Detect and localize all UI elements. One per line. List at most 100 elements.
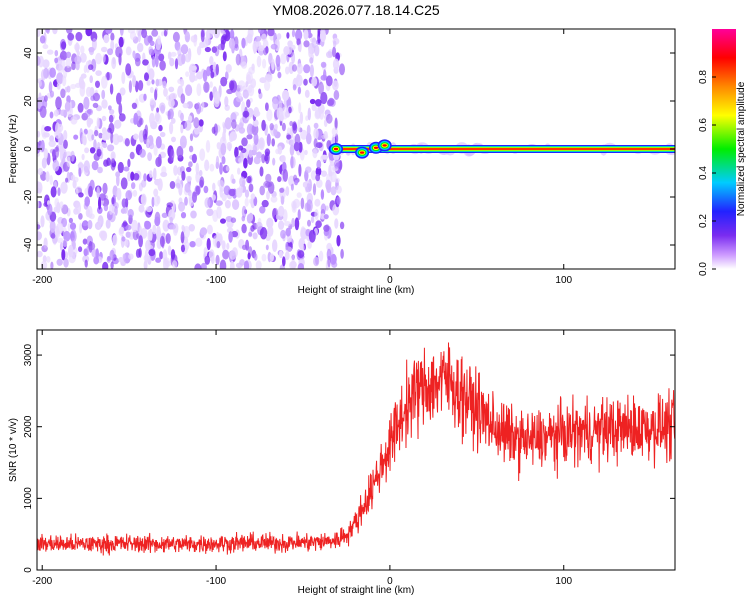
heatmap-cell — [259, 77, 267, 84]
heatmap-cell — [291, 44, 296, 51]
heatmap-cell — [82, 238, 88, 245]
heatmap-cell — [40, 215, 45, 228]
heatmap-cell — [140, 193, 147, 206]
heatmap-cell — [37, 130, 41, 138]
heatmap-cell — [121, 236, 126, 242]
heatmap-cell — [110, 40, 115, 51]
heatmap-cell — [75, 42, 80, 53]
heatmap-cell — [147, 63, 151, 75]
heatmap-cell — [98, 132, 103, 139]
heatmap-cell — [231, 178, 236, 184]
heatmap-cell — [297, 119, 301, 132]
heatmap-cell — [56, 82, 61, 90]
heatmap-cell — [313, 256, 320, 267]
heatmap-cell — [246, 99, 251, 108]
heatmap-cell — [224, 199, 231, 209]
heatmap-cell — [50, 186, 57, 198]
heatmap-cell — [135, 57, 141, 67]
heatmap-cell — [229, 29, 235, 40]
heatmap-cell — [191, 153, 197, 164]
heatmap-cell — [184, 196, 188, 206]
heatmap-cell — [169, 216, 173, 224]
heatmap-cell — [220, 142, 227, 156]
heatmap-cell — [102, 261, 109, 269]
heatmap-cell — [101, 75, 108, 89]
heatmap-cell — [89, 47, 94, 56]
heatmap-cell — [169, 181, 176, 189]
heatmap-cell — [109, 249, 115, 261]
heatmap-cell — [149, 40, 155, 46]
heatmap-cell — [158, 124, 163, 132]
heatmap-cell — [168, 209, 176, 221]
heatmap-cell — [232, 199, 240, 211]
heatmap-cell — [313, 127, 319, 140]
heatmap-cell — [315, 107, 322, 119]
heatmap-cell — [183, 225, 190, 239]
heatmap-cell — [274, 123, 278, 130]
heatmap-cell — [252, 119, 259, 127]
heatmap-cell — [38, 92, 42, 101]
heatmap-cell — [180, 44, 189, 55]
heatmap-cell — [71, 240, 76, 250]
heatmap-cell — [154, 113, 162, 125]
heatmap-cell — [148, 249, 156, 257]
heatmap-cell — [206, 208, 214, 217]
heatmap-cell — [133, 173, 140, 181]
heatmap-cell — [149, 98, 155, 106]
heatmap-cell — [241, 37, 246, 49]
heatmap-cell — [267, 225, 274, 237]
heatmap-cell — [246, 33, 253, 44]
heatmap-cell — [176, 145, 184, 159]
heatmap-cell — [37, 141, 41, 154]
svg-text:-40: -40 — [23, 237, 34, 252]
heatmap-cell — [277, 176, 282, 183]
heatmap-cell — [159, 251, 164, 260]
heatmap-cell — [321, 134, 329, 140]
heatmap-cell — [269, 253, 274, 262]
heatmap-cell — [171, 117, 176, 124]
heatmap-cell — [53, 109, 59, 117]
heatmap-cell — [242, 110, 250, 118]
heatmap-cell — [110, 131, 114, 144]
heatmap-cell — [264, 155, 269, 162]
heatmap-cell — [128, 80, 132, 93]
svg-text:-20: -20 — [23, 189, 34, 204]
heatmap-cell — [196, 71, 204, 80]
heatmap-cell — [153, 194, 160, 207]
heatmap-cell — [54, 50, 59, 57]
heatmap-cell — [118, 102, 123, 116]
heatmap-cell — [49, 111, 54, 119]
heatmap-cell — [151, 29, 159, 37]
heatmap-cell — [46, 256, 51, 263]
heatmap-cell — [115, 46, 123, 58]
heatmap-cell — [246, 176, 252, 184]
svg-text:2000: 2000 — [23, 415, 34, 438]
heatmap-cell — [272, 157, 276, 166]
heatmap-cell — [247, 84, 255, 97]
heatmap-cell — [88, 185, 93, 198]
heatmap-cell — [84, 196, 90, 207]
heatmap-cell — [171, 136, 176, 143]
x-tick: -100 — [206, 330, 227, 587]
heatmap-x-axis-label: Height of straight line (km) — [298, 285, 415, 296]
heatmap-cell — [168, 108, 174, 120]
heatmap-cell — [306, 124, 311, 136]
heatmap-cell — [38, 80, 42, 87]
heatmap-cell — [283, 221, 292, 227]
heatmap-cell — [49, 220, 56, 233]
heatmap-cell — [105, 219, 111, 229]
heatmap-cell — [203, 247, 208, 255]
svg-text:40: 40 — [23, 47, 34, 59]
heatmap-cell — [336, 196, 341, 205]
heatmap-cell — [239, 176, 246, 187]
svg-text:-100: -100 — [206, 576, 226, 587]
heatmap-cell — [226, 141, 233, 151]
heatmap-cell — [56, 72, 64, 85]
heatmap-cell — [60, 88, 66, 99]
heatmap-cell — [189, 72, 196, 83]
heatmap-cell — [85, 29, 93, 37]
heatmap-cell — [87, 118, 94, 125]
heatmap-cell — [170, 148, 175, 161]
heatmap-cell — [335, 185, 342, 194]
heatmap-cell — [65, 29, 73, 34]
